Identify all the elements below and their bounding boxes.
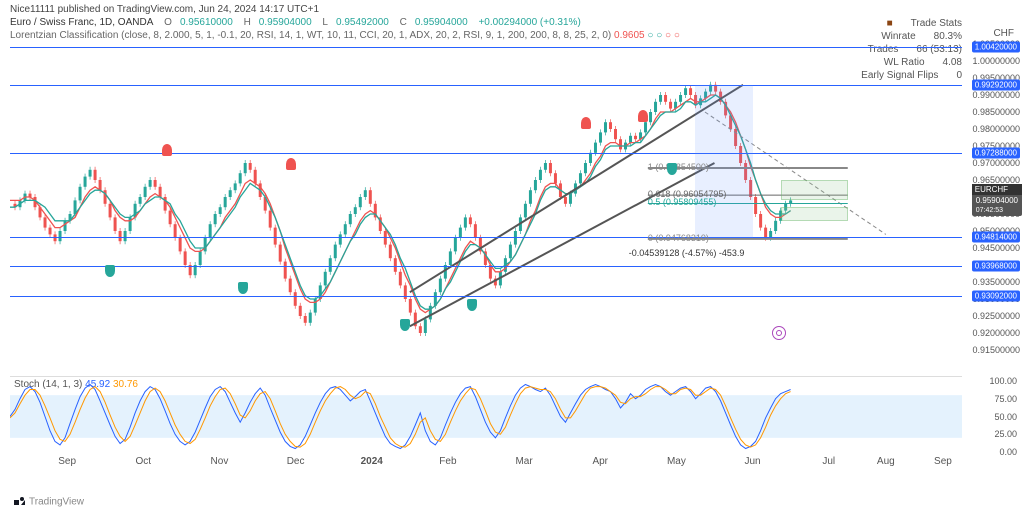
x-tick: May <box>667 456 686 467</box>
horizontal-line[interactable] <box>10 296 962 297</box>
current-price-marker: EURCHF0.9590400007:42:53 <box>972 184 1022 216</box>
x-tick: Sep <box>934 456 952 467</box>
sell-marker <box>162 144 172 156</box>
y-tick: 0.92500000 <box>972 311 1020 321</box>
x-axis: Sep Oct Nov Dec 2024 Feb Mar Apr May Jun Jul Aug Sep <box>10 456 962 476</box>
horizontal-line[interactable] <box>10 237 962 238</box>
buy-marker <box>667 163 677 175</box>
horizontal-line[interactable] <box>10 153 962 154</box>
fib-level-label: 1 (0.96854500) <box>648 162 709 172</box>
ohlc-c-label: C <box>400 17 407 28</box>
stoch-y-tick: 0.00 <box>999 447 1017 457</box>
indicator-value: 0.9605 <box>614 30 645 41</box>
hline-price-label: 0.99292000 <box>972 80 1020 91</box>
stoch-canvas <box>10 377 962 456</box>
winrate-label: Winrate <box>881 31 915 42</box>
hline-price-label: 1.00420000 <box>972 41 1020 52</box>
measure-label: -0.04539128 (-4.57%) -453.9 <box>629 248 745 258</box>
main-chart[interactable]: 1.004200000.992920000.972880000.94814000… <box>10 44 962 384</box>
fib-zone[interactable] <box>781 180 848 200</box>
x-tick: Apr <box>592 456 608 467</box>
y-tick: 0.98000000 <box>972 124 1020 134</box>
y-tick: 0.93500000 <box>972 277 1020 287</box>
stoch-y-tick: 50.00 <box>994 412 1017 422</box>
ohlc-l-label: L <box>322 17 328 28</box>
tradingview-icon <box>14 496 26 508</box>
stoch-y-tick: 100.00 <box>989 376 1017 386</box>
ohlc-high: 0.95904000 <box>259 17 312 28</box>
ohlc-open: 0.95610000 <box>180 17 233 28</box>
y-tick: 0.94500000 <box>972 243 1020 253</box>
tradingview-watermark: TradingView <box>14 496 84 508</box>
x-tick: Jun <box>744 456 760 467</box>
publish-info: Nice11111 published on TradingView.com, … <box>10 4 1014 15</box>
hline-price-label: 0.94814000 <box>972 232 1020 243</box>
x-tick: Dec <box>287 456 305 467</box>
ohlc-change: +0.00294000 (+0.31%) <box>478 17 580 28</box>
y-tick: 0.99000000 <box>972 90 1020 100</box>
hline-price-label: 0.97288000 <box>972 148 1020 159</box>
x-tick: Feb <box>439 456 456 467</box>
stats-title: Trade Stats <box>911 18 962 29</box>
hline-price-label: 0.93968000 <box>972 261 1020 272</box>
y-tick: 1.00000000 <box>972 56 1020 66</box>
x-tick: Mar <box>515 456 532 467</box>
sell-marker <box>286 158 296 170</box>
currency-label: CHF <box>993 28 1014 39</box>
x-tick: Jul <box>822 456 835 467</box>
ohlc-low: 0.95492000 <box>336 17 389 28</box>
indicator-name: Lorentzian Classification (close, 8, 2.0… <box>10 30 611 41</box>
stoch-y-tick: 75.00 <box>994 394 1017 404</box>
x-tick: Nov <box>211 456 229 467</box>
x-tick: 2024 <box>361 456 383 467</box>
stoch-y-tick: 25.00 <box>994 429 1017 439</box>
y-tick: 0.98500000 <box>972 107 1020 117</box>
fib-level-label: 0 (0.94768310) <box>648 233 709 243</box>
sell-marker <box>638 110 648 122</box>
horizontal-line[interactable] <box>10 47 962 48</box>
winrate-value: 80.3% <box>934 31 962 42</box>
y-tick: 0.97000000 <box>972 158 1020 168</box>
ohlc-close: 0.95904000 <box>415 17 468 28</box>
stochastic-panel[interactable]: Stoch (14, 1, 3) 45.92 30.76 100.0075.00… <box>10 376 962 456</box>
horizontal-line[interactable] <box>10 85 962 86</box>
fib-zone[interactable] <box>781 207 848 221</box>
x-tick: Oct <box>135 456 151 467</box>
horizontal-line[interactable] <box>10 266 962 267</box>
hline-price-label: 0.93092000 <box>972 290 1020 301</box>
x-tick: Sep <box>58 456 76 467</box>
symbol-title: Euro / Swiss Franc, 1D, OANDA <box>10 17 153 28</box>
buy-marker <box>467 299 477 311</box>
target-icon[interactable] <box>772 326 786 340</box>
y-tick: 0.91500000 <box>972 345 1020 355</box>
ohlc-o-label: O <box>164 17 172 28</box>
ohlc-h-label: H <box>244 17 251 28</box>
x-tick: Aug <box>877 456 895 467</box>
fib-level-label: 0.5 (0.95809455) <box>648 197 717 207</box>
y-tick: 0.92000000 <box>972 328 1020 338</box>
sell-marker <box>581 117 591 129</box>
